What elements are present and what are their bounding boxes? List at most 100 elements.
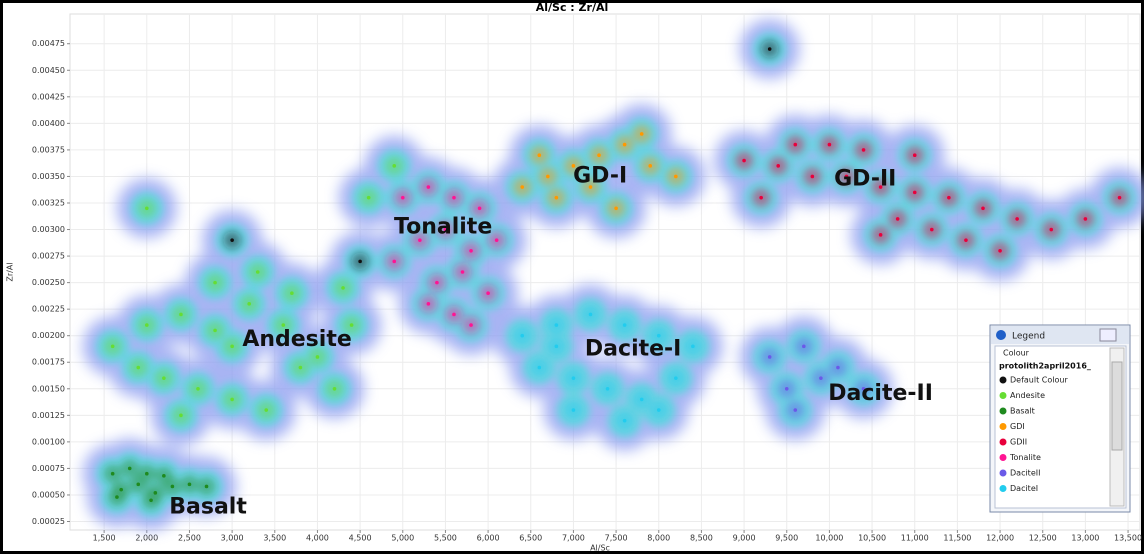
point: [520, 185, 525, 189]
x-tick-label: 1,500: [93, 534, 116, 543]
y-tick-label: 0.00300: [32, 225, 65, 234]
point: [691, 344, 695, 349]
point: [819, 376, 823, 380]
point: [998, 248, 1002, 253]
x-tick-label: 11,500: [943, 534, 971, 543]
legend-swatch: [999, 392, 1007, 399]
point: [784, 386, 789, 391]
legend-swatch: [999, 376, 1007, 384]
point: [281, 323, 286, 327]
y-tick-label: 0.00050: [32, 490, 65, 499]
y-axis-label: Zr/Al: [6, 262, 15, 281]
y-tick-label: 0.00450: [32, 66, 65, 75]
legend-dataset: protolith2april2016_: [999, 362, 1091, 371]
point: [358, 259, 362, 264]
point: [144, 471, 149, 476]
point: [1015, 217, 1019, 221]
y-tick-label: 0.00125: [32, 411, 65, 420]
point: [477, 206, 482, 211]
x-tick-label: 7,000: [562, 534, 585, 543]
y-tick-label: 0.00250: [32, 278, 65, 287]
legend-title: Legend: [1012, 332, 1045, 342]
point: [878, 185, 883, 189]
legend-label: Basalt: [1010, 407, 1035, 416]
point: [861, 148, 866, 152]
point: [836, 365, 840, 370]
point: [153, 491, 158, 495]
point: [912, 153, 917, 158]
point: [127, 466, 132, 471]
y-tick-label: 0.00400: [32, 119, 65, 128]
x-tick-label: 6,500: [519, 534, 542, 543]
point: [571, 376, 576, 380]
point: [115, 495, 119, 499]
legend-label: DaciteII: [1010, 469, 1040, 478]
point: [1117, 195, 1122, 200]
x-tick-label: 3,500: [263, 534, 286, 543]
point: [435, 280, 439, 285]
point: [187, 482, 192, 487]
point: [469, 323, 473, 327]
point: [119, 487, 123, 492]
point: [622, 323, 627, 327]
point: [674, 174, 678, 179]
point: [947, 195, 951, 200]
point: [144, 206, 149, 211]
point: [486, 291, 490, 296]
point: [366, 195, 371, 200]
point: [162, 474, 166, 478]
point: [776, 164, 781, 168]
point: [144, 323, 149, 327]
point: [230, 397, 234, 402]
point: [196, 386, 200, 391]
y-tick-label: 0.00225: [32, 305, 65, 314]
y-tick-label: 0.00100: [32, 437, 65, 446]
point: [767, 47, 772, 51]
point: [349, 323, 354, 327]
point: [392, 164, 397, 168]
info-icon: [996, 330, 1006, 340]
x-tick-label: 13,000: [1071, 534, 1099, 543]
legend-swatch: [999, 485, 1007, 492]
point: [204, 484, 209, 489]
point: [622, 418, 627, 423]
x-tick-label: 8,500: [690, 534, 713, 543]
point: [426, 302, 431, 306]
legend-swatch: [999, 438, 1007, 446]
y-tick-label: 0.00175: [32, 358, 65, 367]
x-tick-label: 2,500: [178, 534, 201, 543]
point: [930, 227, 934, 232]
legend-label: GDI: [1010, 422, 1025, 431]
x-tick-label: 11,000: [901, 534, 929, 543]
x-tick-label: 6,000: [477, 534, 500, 543]
point: [170, 484, 175, 489]
point: [149, 498, 153, 503]
y-tick-label: 0.00200: [32, 331, 65, 340]
point: [981, 206, 985, 211]
x-tick-label: 7,500: [605, 534, 628, 543]
x-tick-label: 9,000: [733, 534, 756, 543]
point: [767, 355, 772, 359]
point: [759, 195, 763, 200]
point: [656, 408, 661, 412]
region-label: Basalt: [169, 495, 247, 520]
scroll-thumb[interactable]: [1111, 361, 1123, 451]
close-button[interactable]: [1099, 328, 1117, 342]
point: [290, 291, 294, 296]
y-tick-label: 0.00350: [32, 172, 65, 181]
point: [332, 386, 337, 391]
point: [418, 238, 422, 242]
point: [452, 195, 456, 200]
region-label: GD-II: [834, 167, 896, 192]
point: [554, 323, 559, 327]
x-tick-label: 5,500: [434, 534, 457, 543]
x-tick-label: 8,000: [647, 534, 670, 543]
point: [452, 312, 456, 317]
x-tick-label: 10,500: [858, 534, 886, 543]
point: [110, 471, 115, 476]
x-tick-label: 3,000: [221, 534, 244, 543]
point: [136, 482, 141, 487]
x-tick-label: 2,000: [135, 534, 158, 543]
region-label: GD-I: [573, 163, 627, 188]
point: [537, 365, 542, 370]
